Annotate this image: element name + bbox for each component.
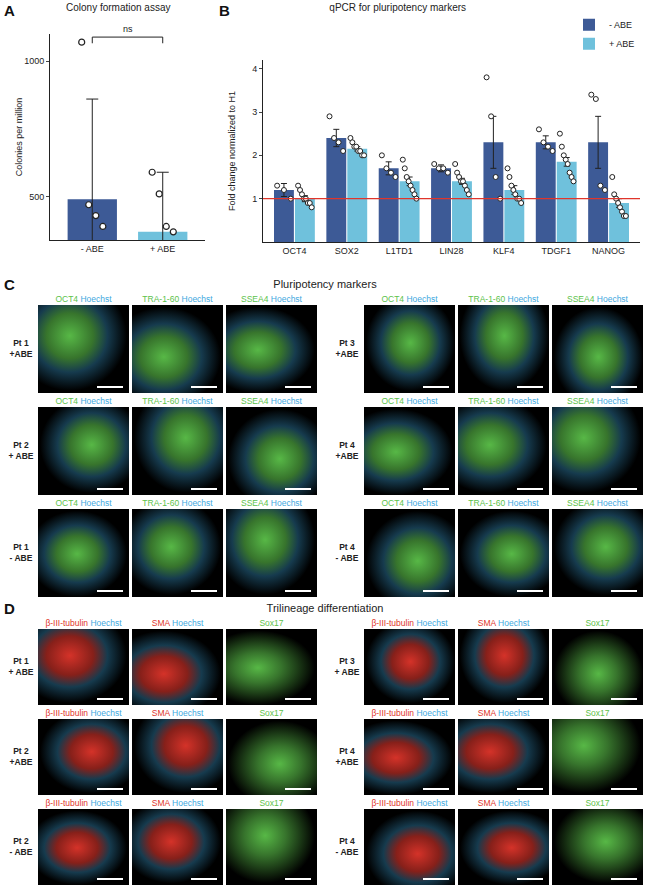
svg-text:L1TD1: L1TD1 [386,246,413,256]
html-text:+ABE: +ABE [9,757,33,767]
html-text:+ABE: +ABE [335,349,359,359]
html-text:Pt 4: Pt 4 [339,440,355,450]
html-text:TRA-1-60 Hoechst: TRA-1-60 Hoechst [142,396,213,406]
html-text:Pt 1: Pt 1 [13,338,29,348]
html-text:A: A [4,2,15,19]
html-text:- ABE: - ABE [9,553,33,563]
html-text:SSEA4 Hoechst: SSEA4 Hoechst [241,294,302,304]
svg-text:ns: ns [123,24,133,34]
svg-text:TDGF1: TDGF1 [541,246,571,256]
html-text:Pt 1: Pt 1 [13,542,29,552]
svg-text:2: 2 [252,150,257,160]
html-text:SSEA4 Hoechst: SSEA4 Hoechst [241,498,302,508]
html-text:SMA Hoechst: SMA Hoechst [151,618,204,628]
html-text:- ABE: - ABE [335,553,359,563]
svg-text:SOX2: SOX2 [335,246,359,256]
svg-text:+ ABE: + ABE [609,39,634,49]
svg-text:LIN28: LIN28 [439,246,463,256]
svg-text:KLF4: KLF4 [493,246,515,256]
svg-text:- ABE: - ABE [81,244,104,254]
html-text:+ABE: +ABE [335,451,359,461]
html-text:β-III-tubulin Hoechst: β-III-tubulin Hoechst [45,708,122,718]
html-text:OCT4 Hoechst: OCT4 Hoechst [55,396,112,406]
html-text:OCT4 Hoechst: OCT4 Hoechst [381,396,438,406]
html-text:SMA Hoechst: SMA Hoechst [151,798,204,808]
svg-text:qPCR for pluripotency markers: qPCR for pluripotency markers [329,2,466,13]
html-text:Pt 2: Pt 2 [13,440,29,450]
html-text:SMA Hoechst: SMA Hoechst [151,708,204,718]
html-text:Sox17: Sox17 [259,708,284,718]
html-text:β-III-tubulin Hoechst: β-III-tubulin Hoechst [371,708,448,718]
html-text:TRA-1-60 Hoechst: TRA-1-60 Hoechst [468,396,539,406]
html-text:+ ABE: + ABE [8,451,34,461]
svg-text:Fold change normalized to H1: Fold change normalized to H1 [227,91,237,211]
svg-text:1: 1 [252,194,257,204]
html-text:Pluripotency markers: Pluripotency markers [273,278,377,290]
html-text:Pt 1: Pt 1 [13,656,29,666]
html-text:Pt 4: Pt 4 [339,542,355,552]
html-text:Sox17: Sox17 [259,618,284,628]
svg-text:1000: 1000 [24,56,44,66]
html-text:+ABE: +ABE [9,349,33,359]
html-text:+ ABE: + ABE [334,667,360,677]
html-text:Sox17: Sox17 [585,798,610,808]
html-text:Pt 3: Pt 3 [339,656,355,666]
svg-text:- ABE: - ABE [609,20,632,30]
html-text:TRA-1-60 Hoechst: TRA-1-60 Hoechst [142,294,213,304]
html-text:+ ABE: + ABE [8,667,34,677]
html-text:β-III-tubulin Hoechst: β-III-tubulin Hoechst [371,618,448,628]
html-text:β-III-tubulin Hoechst: β-III-tubulin Hoechst [45,798,122,808]
html-text:Pt 4: Pt 4 [339,836,355,846]
html-text:Pt 2: Pt 2 [13,836,29,846]
html-text:SMA Hoechst: SMA Hoechst [477,708,530,718]
html-text:SSEA4 Hoechst: SSEA4 Hoechst [567,498,628,508]
html-text:SSEA4 Hoechst: SSEA4 Hoechst [567,396,628,406]
html-text:TRA-1-60 Hoechst: TRA-1-60 Hoechst [468,294,539,304]
html-text:β-III-tubulin Hoechst: β-III-tubulin Hoechst [371,798,448,808]
html-text:TRA-1-60 Hoechst: TRA-1-60 Hoechst [468,498,539,508]
svg-text:500: 500 [29,192,44,202]
html-text:+ABE: +ABE [335,757,359,767]
html-text:OCT4 Hoechst: OCT4 Hoechst [55,498,112,508]
html-text:β-III-tubulin Hoechst: β-III-tubulin Hoechst [45,618,122,628]
html-text:- ABE: - ABE [335,847,359,857]
html-text:SSEA4 Hoechst: SSEA4 Hoechst [567,294,628,304]
html-text:Sox17: Sox17 [585,618,610,628]
html-text:- ABE: - ABE [9,847,33,857]
html-text:Sox17: Sox17 [259,798,284,808]
svg-text:Colonies per million: Colonies per million [14,98,24,177]
html-text:SMA Hoechst: SMA Hoechst [477,798,530,808]
html-text:OCT4 Hoechst: OCT4 Hoechst [381,498,438,508]
html-text:SSEA4 Hoechst: SSEA4 Hoechst [241,396,302,406]
svg-text:Colony formation assay: Colony formation assay [66,2,171,13]
html-text:OCT4 Hoechst: OCT4 Hoechst [381,294,438,304]
html-text:Pt 2: Pt 2 [13,746,29,756]
svg-text:OCT4: OCT4 [282,246,306,256]
html-text:Pt 4: Pt 4 [339,746,355,756]
svg-text:+ ABE: + ABE [150,244,175,254]
html-text:D: D [4,600,15,617]
html-text:C: C [4,276,15,293]
html-text:SMA Hoechst: SMA Hoechst [477,618,530,628]
html-text:TRA-1-60 Hoechst: TRA-1-60 Hoechst [142,498,213,508]
svg-text:NANOG: NANOG [592,246,625,256]
html-text:OCT4 Hoechst: OCT4 Hoechst [55,294,112,304]
svg-text:4: 4 [252,64,257,74]
html-text:B: B [219,2,230,19]
html-text:Trilineage differentiation: Trilineage differentiation [266,602,384,614]
html-text:Sox17: Sox17 [585,708,610,718]
html-text:Pt 3: Pt 3 [339,338,355,348]
svg-text:3: 3 [252,107,257,117]
